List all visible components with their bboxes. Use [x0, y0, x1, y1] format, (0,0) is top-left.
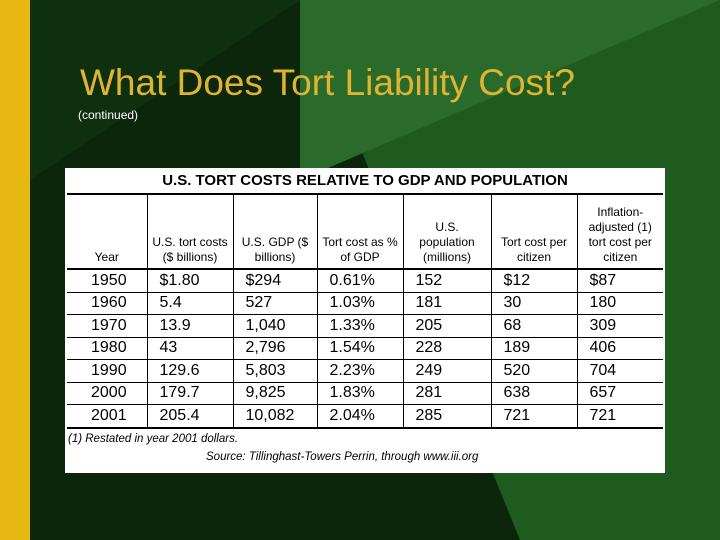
table-cell: 5,803 — [232, 359, 317, 382]
table-cell: 1980 — [67, 336, 147, 360]
table-cell: $294 — [232, 269, 317, 292]
table-row: 1960 5.4 527 1.03% 181 30 180 — [67, 291, 663, 315]
table-cell: 2000 — [67, 381, 147, 405]
table-cell: 527 — [232, 291, 317, 315]
table-cell: 285 — [402, 404, 491, 429]
table-cell: 180 — [576, 291, 663, 315]
header-year: Year — [67, 195, 147, 270]
table-title: U.S. TORT COSTS RELATIVE TO GDP AND POPU… — [67, 168, 663, 195]
data-table-panel: U.S. TORT COSTS RELATIVE TO GDP AND POPU… — [65, 168, 665, 473]
table-cell: 30 — [490, 291, 577, 315]
table-cell: 1.83% — [316, 381, 403, 405]
slide-subtitle: (continued) — [78, 108, 139, 122]
table-cell: 1.54% — [316, 336, 403, 360]
table-cell: 1960 — [67, 291, 147, 315]
table-cell: 721 — [576, 404, 663, 429]
table-header-row: Year U.S. tort costs ($ billions) U.S. G… — [67, 195, 663, 270]
table-row: 1980 43 2,796 1.54% 228 189 406 — [67, 336, 663, 360]
table-cell: 43 — [146, 336, 233, 360]
table-cell: 2.04% — [316, 404, 403, 429]
table-row: 1990 129.6 5,803 2.23% 249 520 704 — [67, 359, 663, 382]
table-cell: 281 — [402, 381, 491, 405]
table-cell: 13.9 — [146, 314, 233, 337]
header-tort-costs: U.S. tort costs ($ billions) — [146, 195, 233, 270]
table-cell: 657 — [576, 381, 663, 405]
table-cell: 1950 — [91, 271, 127, 289]
table-footnote: (1) Restated in year 2001 dollars. — [68, 432, 239, 445]
table-cell: 1.03% — [316, 291, 403, 315]
table-cell: 10,082 — [232, 404, 317, 429]
table-cell: $1.80 — [146, 269, 233, 292]
table-row: 1970 13.9 1,040 1.33% 205 68 309 — [67, 314, 663, 337]
table-cell: 309 — [576, 314, 663, 337]
table-cell: 1,040 — [232, 314, 317, 337]
header-tort-pct-gdp: Tort cost as % of GDP — [316, 195, 403, 270]
slide-title: What Does Tort Liability Cost? — [80, 62, 575, 103]
table-cell: 181 — [402, 291, 491, 315]
table-cell: 406 — [576, 336, 663, 360]
table-cell: 5.4 — [146, 291, 233, 315]
table-cell: 2.23% — [316, 359, 403, 382]
table-cell: 1990 — [67, 359, 147, 382]
table-row: 2001 205.4 10,082 2.04% 285 721 721 — [67, 404, 663, 429]
header-inflation-adjusted: Inflation-adjusted (1) tort cost per cit… — [576, 195, 663, 270]
background-dark-wedge — [30, 0, 300, 180]
table-cell: $87 — [576, 269, 663, 292]
table-cell: 1.33% — [316, 314, 403, 337]
table-cell: 520 — [490, 359, 577, 382]
table-cell: 152 — [402, 269, 491, 292]
accent-side-bar — [0, 0, 30, 540]
table-row: 2000 179.7 9,825 1.83% 281 638 657 — [67, 381, 663, 405]
table-cell: 205 — [402, 314, 491, 337]
header-population: U.S. population (millions) — [402, 195, 491, 270]
table-cell: 638 — [490, 381, 577, 405]
table-source: Source: Tillinghast-Towers Perrin, throu… — [206, 450, 479, 463]
background-light-wedge — [300, 0, 720, 180]
table-cell: 179.7 — [146, 381, 233, 405]
table-cell: 9,825 — [232, 381, 317, 405]
table-cell: 1970 — [67, 314, 147, 337]
table-cell: 189 — [490, 336, 577, 360]
tort-costs-table: Year U.S. tort costs ($ billions) U.S. G… — [67, 195, 663, 429]
table-cell: 249 — [402, 359, 491, 382]
table-row: 1950 $1.80 $294 0.61% 152 $12 $87 — [67, 269, 663, 292]
table-cell: 68 — [490, 314, 577, 337]
table-cell: $12 — [490, 269, 577, 292]
table-cell: 2,796 — [232, 336, 317, 360]
table-cell: 2001 — [67, 404, 147, 429]
table-cell: 0.61% — [316, 269, 403, 292]
table-cell: 721 — [490, 404, 577, 429]
header-cost-per-citizen: Tort cost per citizen — [490, 195, 577, 270]
table-cell: 129.6 — [146, 359, 233, 382]
table-cell: 205.4 — [146, 404, 233, 429]
table-cell: 704 — [576, 359, 663, 382]
table-cell: 228 — [402, 336, 491, 360]
header-gdp: U.S. GDP ($ billions) — [232, 195, 317, 270]
